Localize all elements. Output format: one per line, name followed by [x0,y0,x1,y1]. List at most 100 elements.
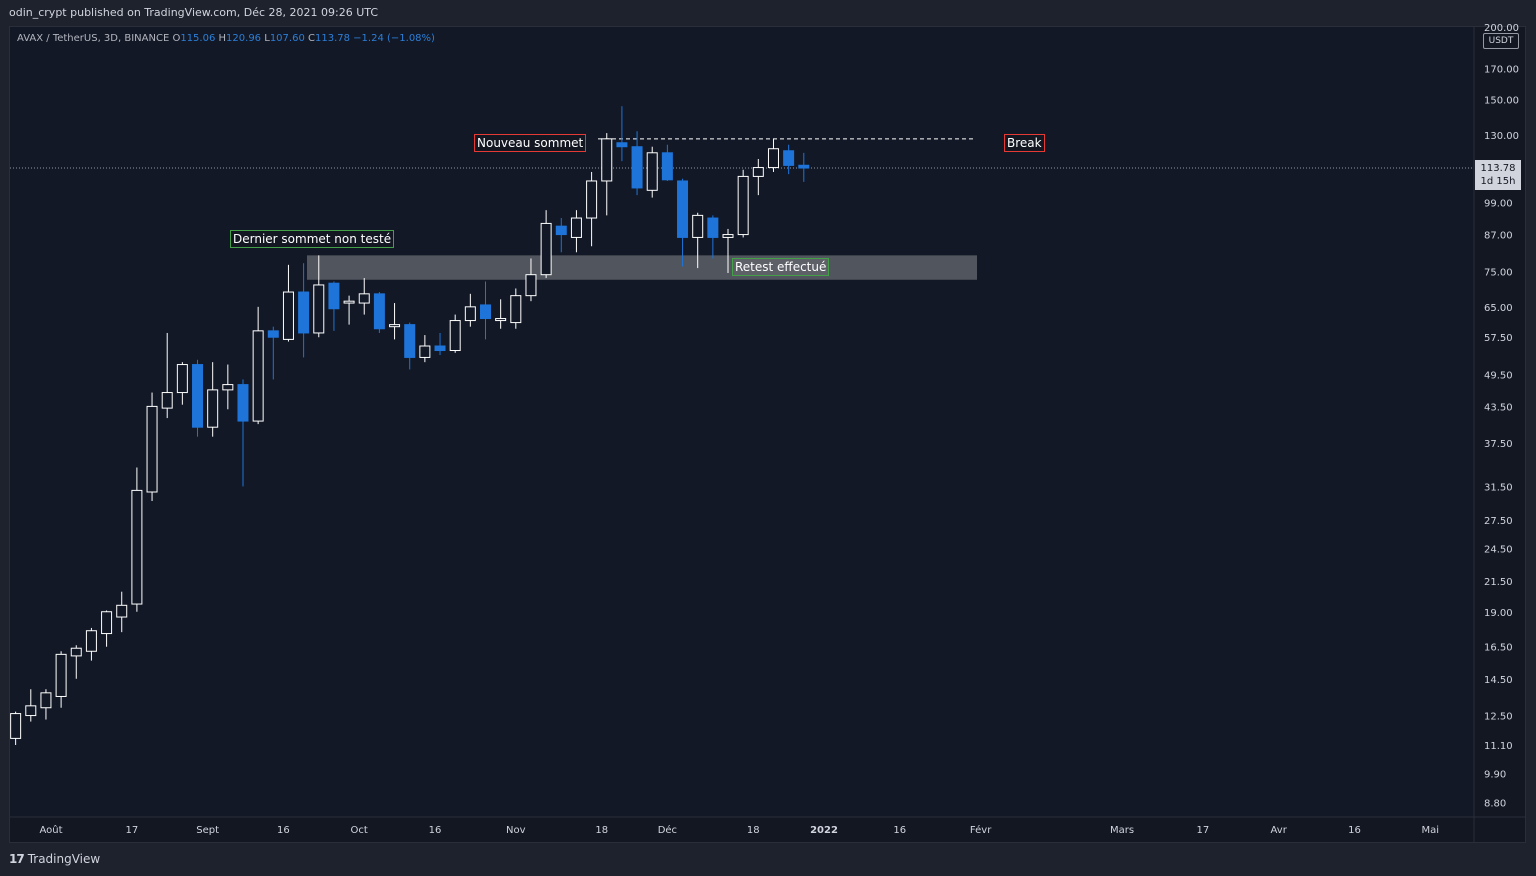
candle-body[interactable] [495,318,507,322]
candle-body[interactable] [101,611,113,635]
low-value: 107.60 [269,33,305,44]
y-tick-label: 49.50 [1484,370,1513,381]
candle [692,212,704,269]
candle [510,288,522,329]
candle [10,711,22,745]
close-value: 113.78 [314,33,350,44]
candle-body[interactable] [767,148,779,169]
candle-body[interactable] [25,705,37,717]
candle-body[interactable] [586,180,598,219]
candle [434,332,446,356]
candle-body[interactable] [0,736,5,743]
candle-body[interactable] [479,304,491,320]
candle-body[interactable] [328,282,340,310]
annotation-retest[interactable]: Retest effectué [732,258,830,276]
candle-body[interactable] [419,345,431,358]
x-tick-label: Nov [506,825,526,836]
candle [176,362,188,405]
candle-body[interactable] [358,293,370,304]
publisher-bar: odin_crypt published on TradingView.com,… [0,0,1536,26]
candle [449,314,461,353]
tradingview-logo[interactable]: 𝟭𝟳 TradingView [9,852,100,866]
currency-badge[interactable]: USDT [1483,33,1519,49]
candle-body[interactable] [237,384,249,422]
candle-body[interactable] [525,274,537,297]
candle-body[interactable] [798,164,810,169]
candle-body[interactable] [252,330,264,422]
candle-body[interactable] [161,392,173,409]
candle-body[interactable] [404,324,416,358]
x-tick-label: 16 [1348,825,1361,836]
candle [495,299,507,329]
candle-body[interactable] [10,713,22,739]
y-tick-label: 14.50 [1484,675,1513,686]
candle-body[interactable] [116,604,128,618]
candle-body[interactable] [267,330,279,338]
candle-body[interactable] [707,217,719,238]
candle-body[interactable] [555,225,567,236]
countdown-value: 1d 15h [1480,176,1516,187]
x-tick-label: Août [39,824,62,836]
candle-body[interactable] [616,142,628,148]
candle-body[interactable] [207,389,219,428]
candle-body[interactable] [752,167,764,177]
candle [85,627,97,661]
candle-body[interactable] [298,291,310,334]
symbol-legend: AVAX / TetherUS, 3D, BINANCE O115.06 H12… [17,33,435,44]
candle [70,645,82,679]
symbol-name: AVAX / TetherUS, 3D, BINANCE [17,33,170,44]
candle-body[interactable] [631,146,643,189]
publisher-text: odin_crypt published on TradingView.com,… [9,6,379,19]
candle-body[interactable] [373,293,385,330]
candle-body[interactable] [464,306,476,322]
candle-body[interactable] [737,175,749,236]
candle [661,144,673,181]
candle [222,364,234,410]
x-tick-label: 2022 [810,825,838,836]
high-label: H [218,33,227,44]
candle-body[interactable] [722,234,734,238]
candle-body[interactable] [40,692,52,709]
x-tick-label: Mars [1110,825,1134,836]
x-tick-label: Févr [970,824,992,836]
candle-body[interactable] [389,324,401,328]
candle-body[interactable] [570,217,582,238]
x-tick-label: 17 [1197,825,1210,836]
candle-body[interactable] [70,647,82,657]
candle-body[interactable] [540,222,552,276]
candle [404,322,416,370]
annotation-dernier-sommet[interactable]: Dernier sommet non testé [230,230,395,248]
candle-body[interactable] [343,300,355,304]
candle-body[interactable] [222,384,234,391]
candle-body[interactable] [313,284,325,334]
y-tick-label: 27.50 [1484,516,1513,527]
candle [267,326,279,380]
candle-body[interactable] [282,291,294,340]
candle [540,210,552,279]
candle-body[interactable] [677,180,689,238]
candle-body[interactable] [783,150,795,166]
candle-body[interactable] [55,653,67,697]
candle-body[interactable] [646,152,658,191]
annotation-break[interactable]: Break [1004,134,1045,152]
candle-body[interactable] [510,295,522,324]
candle-body[interactable] [192,364,204,428]
candle-body[interactable] [434,345,446,352]
candle-body[interactable] [661,152,673,181]
x-tick-label: 18 [747,825,760,836]
candle-body[interactable] [692,214,704,238]
candle-body[interactable] [449,320,461,352]
candle-body[interactable] [146,405,158,493]
y-tick-label: 130.00 [1484,131,1519,142]
y-tick-label: 99.00 [1484,199,1513,210]
candle-body[interactable] [131,489,143,605]
candle-body[interactable] [601,138,613,182]
plot-area[interactable] [10,27,1474,817]
candle-body[interactable] [176,364,188,394]
x-tick-label: 17 [125,825,138,836]
candle [298,263,310,358]
annotation-nouveau-sommet[interactable]: Nouveau sommet [474,134,587,152]
candle-body[interactable] [85,630,97,652]
candle [783,144,795,175]
